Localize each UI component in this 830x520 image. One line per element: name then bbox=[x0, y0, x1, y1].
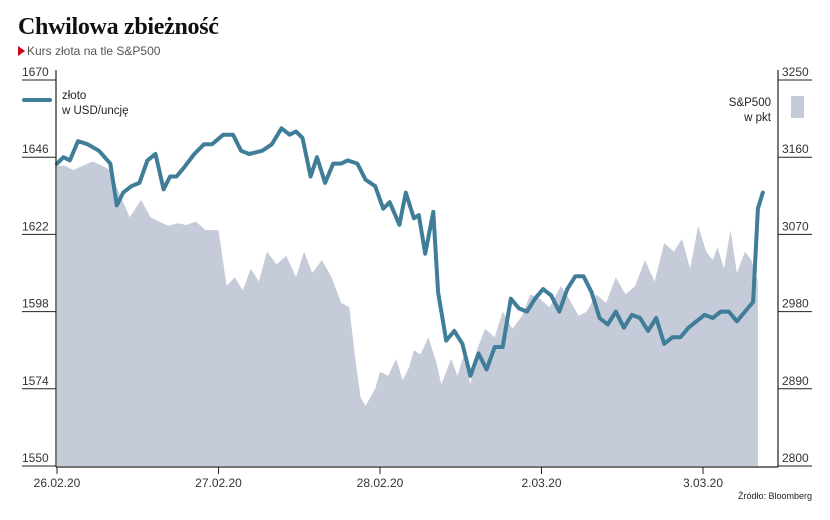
sp500-legend-swatch bbox=[791, 96, 804, 118]
chart-title: Chwilowa zbieżność bbox=[18, 14, 219, 40]
subtitle-marker-icon bbox=[18, 46, 25, 56]
chart-subtitle-text: Kurs złota na tle S&P500 bbox=[27, 44, 161, 58]
sp500-legend-label: S&P500 bbox=[729, 97, 771, 109]
x-tick-label: 28.02.20 bbox=[357, 476, 404, 490]
sp500-area-layer bbox=[57, 161, 758, 466]
x-tick-label: 26.02.20 bbox=[34, 476, 81, 490]
left-tick-label: 1574 bbox=[22, 374, 49, 388]
gold-series-line bbox=[55, 126, 765, 378]
left-tick-label: 1598 bbox=[22, 297, 49, 311]
right-tick-label: 2980 bbox=[782, 297, 809, 311]
sp500-area bbox=[57, 161, 758, 466]
gold-legend-unit: w USD/uncję bbox=[61, 105, 128, 117]
right-tick-label: 3160 bbox=[782, 142, 809, 156]
x-tick-label: 2.03.20 bbox=[521, 476, 561, 490]
right-tick-label: 3250 bbox=[782, 65, 809, 79]
source-note: Źródło: Bloomberg bbox=[737, 491, 812, 501]
axes-layer: 1550 1574 1598 1622 1646 1670 2800 2890 2980 3070… bbox=[22, 65, 812, 490]
x-tick-label: 27.02.20 bbox=[195, 476, 242, 490]
right-tick-label: 2800 bbox=[782, 451, 809, 465]
left-tick-label: 1646 bbox=[22, 142, 49, 156]
gold-legend-label: złoto bbox=[62, 90, 86, 102]
left-tick-label: 1622 bbox=[22, 219, 49, 233]
x-tick-label: 3.03.20 bbox=[683, 476, 723, 490]
left-tick-label: 1550 bbox=[22, 451, 49, 465]
chart-subtitle: Kurs złota na tle S&P500 bbox=[18, 44, 160, 58]
sp500-legend-unit: w pkt bbox=[743, 112, 772, 124]
left-tick-label: 1670 bbox=[22, 65, 49, 79]
right-tick-label: 3070 bbox=[782, 219, 809, 233]
right-tick-label: 2890 bbox=[782, 374, 809, 388]
gold-line-layer bbox=[55, 126, 765, 378]
legend: złoto w USD/uncję S&P500 w pkt bbox=[22, 90, 804, 124]
